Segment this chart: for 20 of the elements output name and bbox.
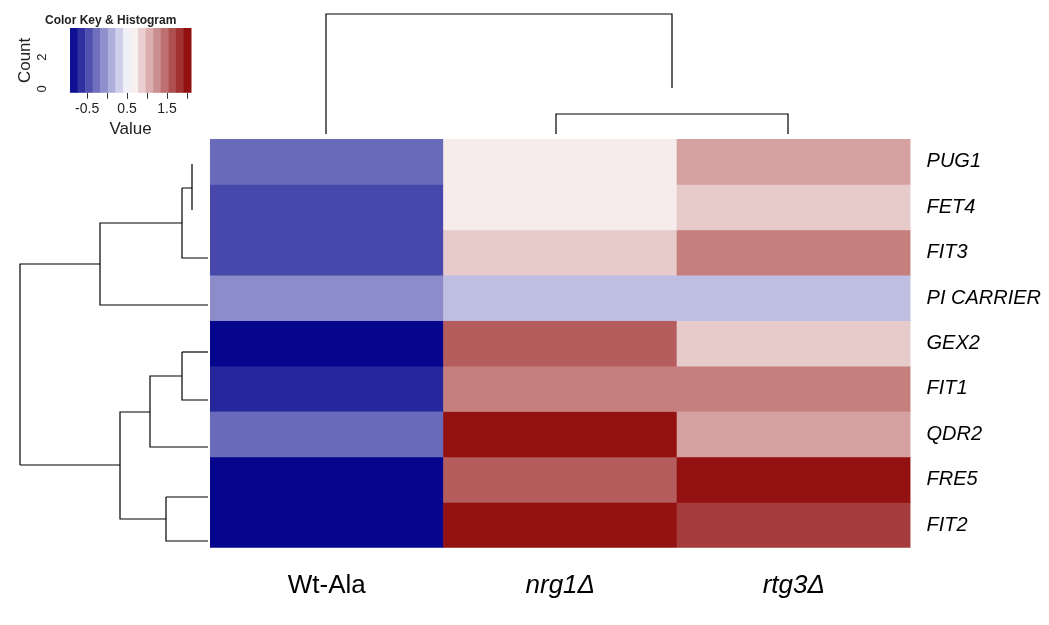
color-bar-label: 1.5 — [157, 100, 177, 117]
text: Color Key & Histogram — [45, 13, 177, 27]
color-bar-label: -0.5 — [75, 100, 100, 117]
y-tick-label: FIT3 — [926, 240, 968, 263]
y-tick-label: GEX2 — [926, 330, 980, 353]
y-tick-label: PUG1 — [926, 149, 982, 172]
text: 2 — [33, 53, 49, 61]
color-bar-title: Value — [109, 119, 152, 139]
y-tick-label: FIT1 — [926, 376, 968, 399]
y-tick-label: PI CARRIER — [926, 285, 1042, 308]
text: Count — [14, 37, 34, 84]
x-tick-label: Wt-Ala — [287, 568, 367, 599]
y-tick-label: FET4 — [926, 194, 976, 217]
y-tick-label: QDR2 — [926, 421, 983, 444]
x-tick-label: nrg1Δ — [525, 568, 596, 599]
text: 0 — [33, 85, 49, 93]
y-tick-label: FIT2 — [926, 512, 968, 535]
y-tick-label: FRE5 — [926, 467, 979, 490]
color-bar-label: 0.5 — [117, 100, 138, 117]
x-tick-label: rtg3Δ — [762, 568, 825, 599]
